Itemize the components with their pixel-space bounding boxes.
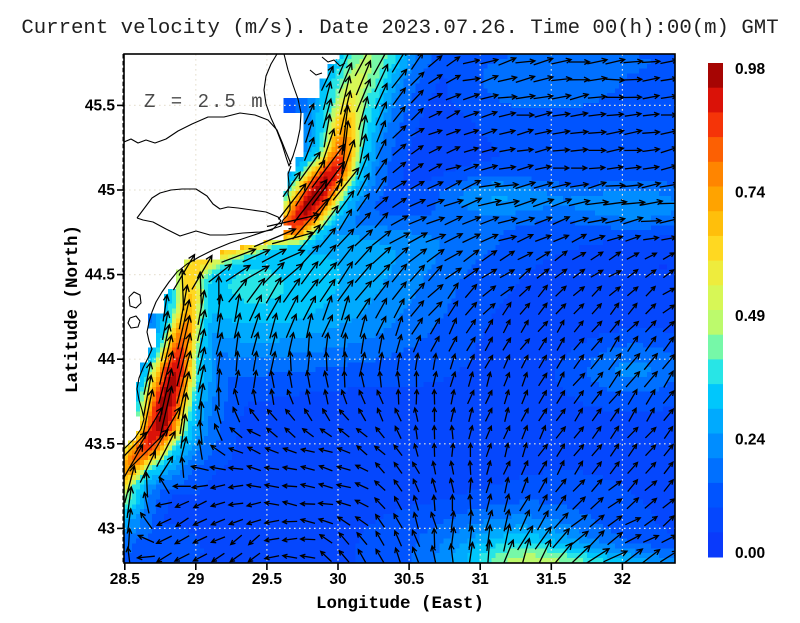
svg-text:44.5: 44.5	[85, 267, 116, 284]
svg-text:30: 30	[329, 571, 346, 588]
svg-text:Longitude (East): Longitude (East)	[316, 594, 484, 614]
svg-text:45: 45	[98, 182, 116, 199]
svg-text:31: 31	[472, 571, 490, 588]
svg-text:28.5: 28.5	[110, 571, 141, 588]
svg-text:43: 43	[98, 520, 116, 537]
svg-text:0.24: 0.24	[735, 432, 766, 449]
svg-text:30.5: 30.5	[394, 571, 425, 588]
svg-text:Z = 2.5 m: Z = 2.5 m	[144, 91, 265, 113]
svg-text:Current velocity (m/s). Date 2: Current velocity (m/s). Date 2023.07.26.…	[21, 17, 778, 40]
svg-text:29.5: 29.5	[252, 571, 283, 588]
svg-text:32: 32	[614, 571, 631, 588]
svg-text:0.00: 0.00	[735, 545, 765, 562]
svg-text:45.5: 45.5	[85, 97, 116, 114]
svg-text:0.98: 0.98	[735, 61, 766, 78]
svg-text:29: 29	[187, 571, 205, 588]
svg-text:0.49: 0.49	[735, 308, 766, 325]
svg-text:31.5: 31.5	[536, 571, 567, 588]
svg-text:Latitude (North): Latitude (North)	[63, 225, 83, 393]
svg-text:44: 44	[98, 351, 116, 368]
svg-text:0.74: 0.74	[735, 185, 766, 202]
svg-text:43.5: 43.5	[85, 436, 116, 453]
